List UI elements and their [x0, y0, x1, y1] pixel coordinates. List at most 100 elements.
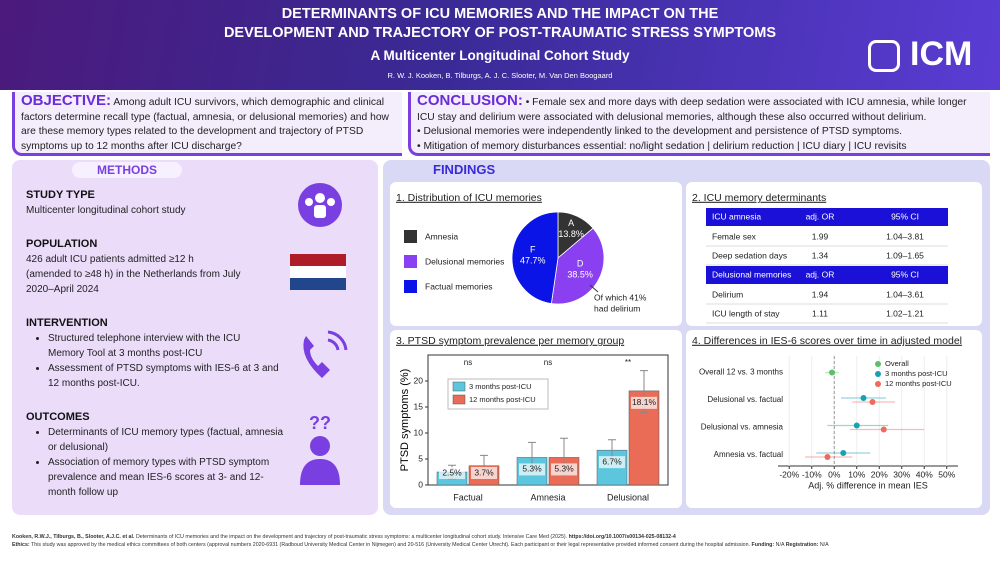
- table-header: adj. OR: [806, 211, 835, 221]
- chart-title: 3. PTSD symptom prevalence per memory gr…: [396, 335, 624, 347]
- table-cell: ICU length of stay: [712, 308, 780, 318]
- logo: ICM: [910, 35, 973, 73]
- point: [860, 395, 867, 401]
- point: [869, 399, 876, 405]
- footer: Kooken, R.W.J., Tilburgs, B., Slooter, A…: [0, 520, 1000, 562]
- title: DETERMINANTS OF ICU MEMORIES AND THE IMP…: [281, 6, 719, 22]
- chart-title: 1. Distribution of ICU memories: [396, 192, 542, 204]
- table-header: Delusional memories: [712, 269, 791, 279]
- label: Registration:: [785, 542, 819, 548]
- point: [880, 426, 887, 433]
- x-tick-label: 40%: [916, 469, 933, 479]
- footer-doi: https://doi.org/10.1007/s00134-025-08132…: [568, 534, 676, 540]
- legend-label: Factual memories: [425, 281, 493, 291]
- flag: [290, 278, 346, 290]
- table-cell: Deep sedation days: [712, 250, 787, 260]
- objective-label: OBJECTIVE:: [21, 92, 112, 109]
- conclusion-bullet: • Mitigation of memory disturbances esse…: [417, 140, 907, 152]
- legend-label: 3 months post-ICU: [885, 369, 948, 378]
- bullet: Structured telephone interview with the …: [48, 331, 279, 361]
- value-label-bg: [471, 467, 497, 479]
- value-label: 47.7%: [520, 256, 546, 266]
- list: Structured telephone interview with the …: [34, 331, 279, 391]
- footer-citation: Determinants of ICU memories and the imp…: [135, 534, 568, 540]
- footer-authors: Kooken, R.W.J., Tilburgs, B., Slooter, A…: [12, 534, 135, 540]
- y-tick-label: Overall 12 vs. 3 months: [699, 368, 783, 377]
- x-tick-label: 10%: [848, 469, 865, 479]
- citation: Kooken, R.W.J., Tilburgs, B., Slooter, A…: [12, 534, 676, 540]
- y-tick-label: 5: [418, 453, 423, 463]
- plot-frame: [427, 354, 669, 486]
- table-cell: Delirium: [712, 289, 743, 299]
- text: N/A: [819, 542, 829, 548]
- y-tick-label: 10: [414, 427, 424, 437]
- table-title: 2. ICU memory determinants: [692, 192, 826, 204]
- table-header: 95% CI: [891, 269, 919, 279]
- logo-icon: [868, 40, 900, 72]
- y-tick-label: 0: [418, 479, 423, 489]
- people-icon: [305, 198, 313, 206]
- table-cell: 1.34: [812, 250, 829, 260]
- conclusion-text: Female sex and more days with deep sedat…: [417, 97, 967, 123]
- value-label-bg: [439, 467, 465, 479]
- value-label: 6.7%: [602, 456, 622, 466]
- table-header: ICU amnesia: [712, 211, 761, 221]
- chart-title: 4. Differences in IES-6 scores over time…: [692, 335, 962, 347]
- annotation-line: [589, 284, 599, 293]
- list: Determinants of ICU memory types (factua…: [34, 425, 284, 500]
- x-tick-label: 50%: [938, 469, 955, 479]
- people-icon: [327, 198, 335, 206]
- legend-label: 12 months post-ICU: [469, 395, 536, 404]
- question-icon: ??: [309, 413, 331, 433]
- slice-label: D: [577, 259, 584, 269]
- pie-slice: [511, 211, 559, 304]
- point: [840, 450, 847, 456]
- person-icon: [300, 459, 340, 485]
- y-tick-label: Delusional vs. factual: [707, 395, 783, 404]
- methods-title: METHODS: [72, 162, 182, 178]
- heading: INTERVENTION: [26, 317, 108, 329]
- y-tick-label: Amnesia vs. factual: [714, 450, 784, 459]
- table-header: adj. OR: [806, 269, 835, 279]
- x-tick-label: Amnesia: [530, 492, 565, 502]
- y-tick-label: 20: [414, 375, 424, 385]
- point: [824, 454, 831, 460]
- header: DETERMINANTS OF ICU MEMORIES AND THE IMP…: [0, 0, 1000, 90]
- table-cell: 1.99: [812, 231, 829, 241]
- phone-icon: [303, 336, 330, 378]
- legend-dot: [875, 371, 881, 377]
- table-cell: 1.09–1.65: [886, 250, 924, 260]
- legend-swatch: [404, 280, 417, 293]
- bullet: Determinants of ICU memory types (factua…: [48, 425, 284, 455]
- value-label: 13.8%: [558, 229, 584, 239]
- legend-label: Delusional memories: [425, 256, 504, 266]
- conclusion-bullet: • Delusional memories were independently…: [417, 126, 902, 137]
- methods-panel: METHODS STUDY TYPE Multicenter longitudi…: [12, 160, 378, 515]
- charts: 2. ICU memory determinants ICU amnesia adj…: [390, 182, 982, 508]
- conclusion: CONCLUSION: • Female sex and more days w…: [408, 92, 990, 156]
- text: This study was approved by the medical e…: [31, 542, 751, 548]
- value-label: 5.3%: [554, 464, 574, 474]
- table-header-bg: [706, 266, 948, 284]
- y-tick-label: Delusional vs. amnesia: [701, 423, 784, 432]
- value-label: 2.5%: [442, 467, 462, 477]
- objective: OBJECTIVE: Among adult ICU survivors, wh…: [12, 92, 402, 156]
- x-tick-label: -20%: [779, 469, 799, 479]
- text: Multicenter longitudinal cohort study: [26, 205, 186, 216]
- value-label-bg: [519, 463, 545, 476]
- legend-swatch: [404, 255, 417, 268]
- annotation: had delirium: [594, 303, 640, 313]
- significance: ns: [544, 358, 552, 367]
- significance: ns: [464, 358, 472, 367]
- slice-label: A: [568, 218, 574, 228]
- table-cell: 1.04–3.81: [886, 231, 924, 241]
- x-tick-label: -10%: [802, 469, 822, 479]
- legend-label: 12 months post-ICU: [885, 379, 952, 388]
- objective-text: Among adult ICU survivors, which demogra…: [21, 97, 389, 152]
- y-axis-label: PTSD symptoms (%): [399, 369, 411, 472]
- legend-dot: [875, 381, 881, 387]
- bullet: Assessment of PTSD symptoms with IES-6 a…: [48, 361, 279, 391]
- table-header-bg: [706, 208, 948, 226]
- conclusion-text: Delusional memories were independently l…: [423, 126, 902, 137]
